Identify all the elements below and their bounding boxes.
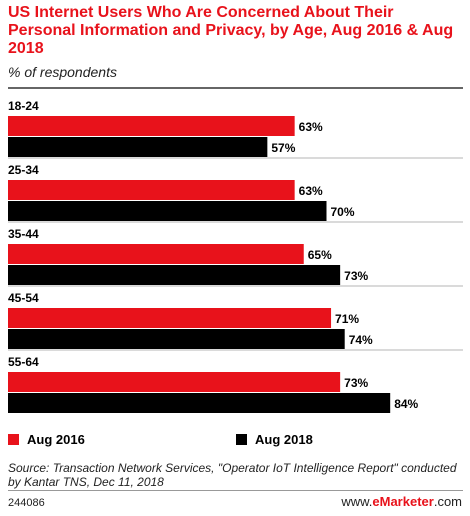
legend-label-2018: Aug 2018 <box>255 432 313 447</box>
value-label: 73% <box>344 376 368 390</box>
legend-item-2016: Aug 2016 <box>8 432 85 447</box>
legend-swatch-2018 <box>236 434 247 445</box>
value-label: 70% <box>331 205 355 219</box>
bar-2016 <box>8 308 332 328</box>
legend-label-2016: Aug 2016 <box>27 432 85 447</box>
source-note: Source: Transaction Network Services, "O… <box>8 461 457 489</box>
bar-2016 <box>8 180 295 200</box>
value-label: 73% <box>344 269 368 283</box>
legend-item-2018: Aug 2018 <box>236 432 313 447</box>
bar-2018 <box>8 265 341 285</box>
value-label: 63% <box>299 120 323 134</box>
category-label: 55-64 <box>8 355 39 369</box>
brand-prefix: www. <box>341 494 373 509</box>
bar-2018 <box>8 137 268 157</box>
bar-2018 <box>8 201 327 221</box>
brand-name: eMarketer <box>372 494 434 509</box>
bar-2016 <box>8 244 304 264</box>
brand-suffix: .com <box>433 494 462 509</box>
bar-2016 <box>8 372 341 392</box>
value-label: 84% <box>394 397 418 411</box>
legend: Aug 2016 Aug 2018 <box>0 432 470 450</box>
value-label: 74% <box>349 333 373 347</box>
chart-subtitle: % of respondents <box>8 64 117 80</box>
chart-title: US Internet Users Who Are Concerned Abou… <box>8 4 454 57</box>
category-label: 18-24 <box>8 99 39 113</box>
value-label: 57% <box>271 141 295 155</box>
value-label: 71% <box>335 312 359 326</box>
category-label: 35-44 <box>8 227 39 241</box>
footer-divider <box>8 490 463 491</box>
value-label: 65% <box>308 248 332 262</box>
value-label: 63% <box>299 184 323 198</box>
category-label: 45-54 <box>8 291 39 305</box>
bar-2018 <box>8 329 345 349</box>
chart-id: 244086 <box>8 497 45 509</box>
legend-swatch-2016 <box>8 434 19 445</box>
bar-2016 <box>8 116 295 136</box>
bar-2018 <box>8 393 391 413</box>
bar-chart: 18-24 63% 57% 25-34 63% 70% 35-44 65% 73% 45-54 71… <box>8 99 463 413</box>
category-label: 25-34 <box>8 163 39 177</box>
top-rule <box>8 87 463 89</box>
brand-link[interactable]: www.eMarketer.com <box>341 494 462 509</box>
